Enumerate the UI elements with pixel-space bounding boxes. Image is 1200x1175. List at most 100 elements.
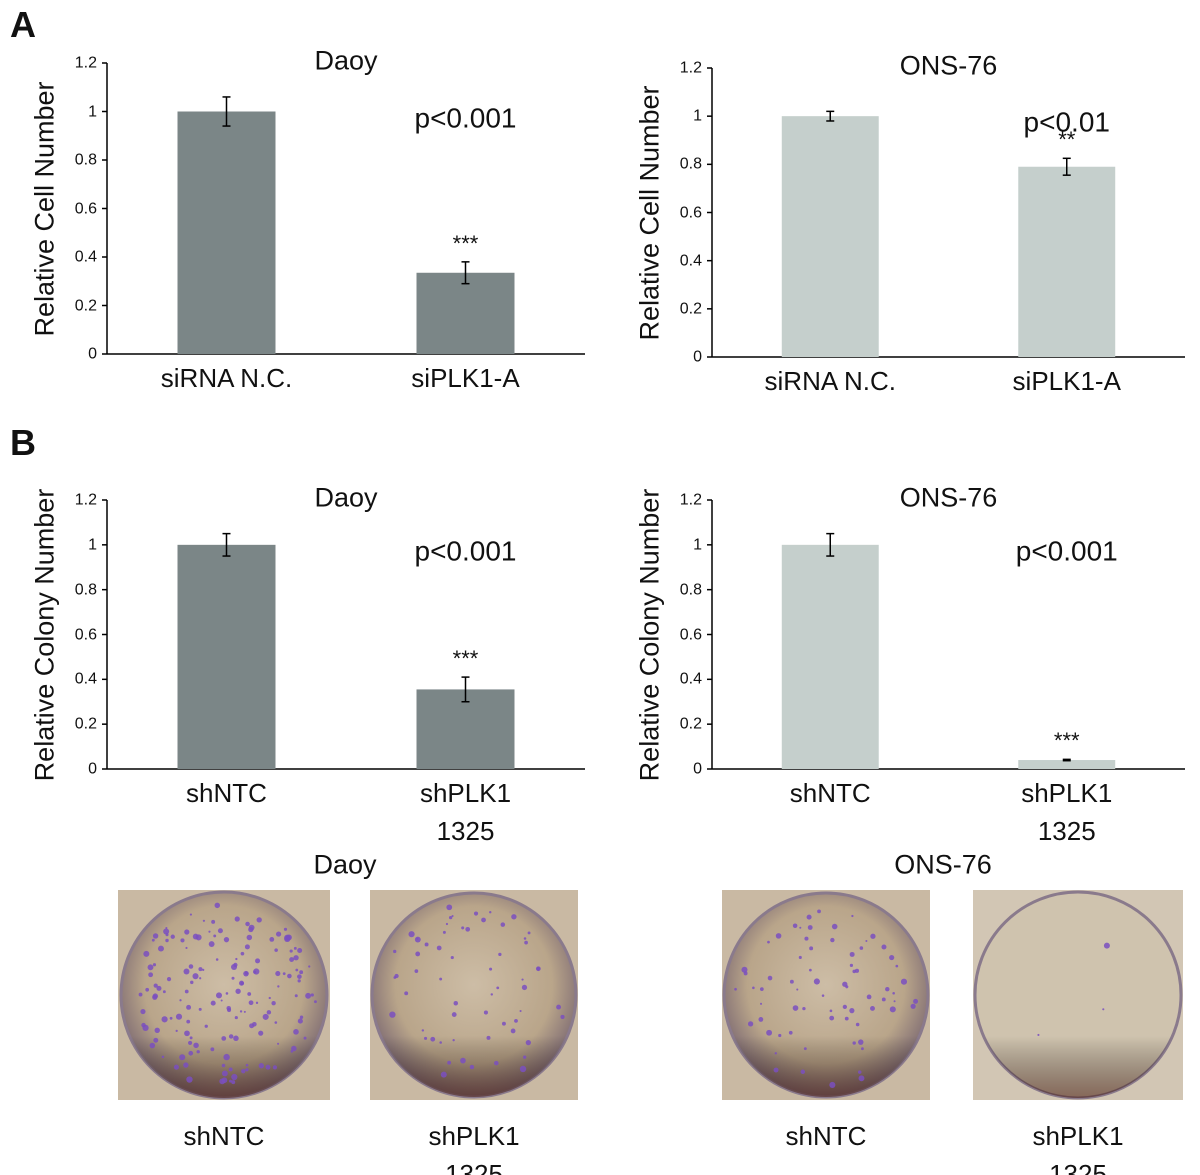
y-tick-label: 0.2 <box>74 715 97 733</box>
y-axis-label: Relative Cell Number <box>29 80 60 337</box>
colony <box>800 1069 806 1075</box>
colony <box>852 1041 856 1045</box>
colony <box>238 980 245 986</box>
colony <box>189 1036 193 1040</box>
colony <box>859 946 864 950</box>
colony <box>213 934 217 938</box>
photo-label: shNTC <box>785 1121 867 1151</box>
colony <box>844 1016 849 1021</box>
colony <box>861 1047 864 1051</box>
colony <box>244 944 250 950</box>
colony <box>525 1039 531 1046</box>
colony <box>501 1021 506 1026</box>
colony <box>221 1063 226 1068</box>
colony <box>166 977 172 982</box>
colony <box>297 1018 303 1024</box>
colony <box>165 933 169 937</box>
colony <box>248 1000 254 1006</box>
colony <box>240 951 245 956</box>
colony <box>255 958 261 964</box>
x-tick-label: siRNA N.C. <box>160 363 293 393</box>
colony <box>152 994 158 1000</box>
colony <box>277 1042 280 1045</box>
colony <box>299 1015 304 1019</box>
colony <box>186 1076 193 1083</box>
y-tick-label: 1.2 <box>74 491 97 509</box>
colony <box>253 970 257 974</box>
panel-letter: A <box>10 3 36 45</box>
colony <box>258 1063 264 1069</box>
colony <box>889 954 895 961</box>
colony <box>231 1073 238 1081</box>
colony <box>294 994 298 998</box>
colony <box>849 1008 855 1014</box>
colony <box>199 977 202 980</box>
colony <box>192 973 199 980</box>
colony <box>138 992 143 997</box>
colony <box>913 998 919 1004</box>
colony <box>910 1003 916 1009</box>
colony <box>498 952 502 957</box>
colony <box>186 1019 191 1024</box>
chart-title: ONS-76 <box>899 482 998 513</box>
colony <box>870 933 876 939</box>
colony <box>153 1037 159 1043</box>
colony <box>866 994 872 1000</box>
colony <box>865 939 868 942</box>
colony <box>215 958 219 961</box>
y-axis-label: Relative Cell Number <box>634 84 665 341</box>
colony <box>523 1055 527 1059</box>
colony <box>439 977 443 981</box>
colony <box>881 944 887 950</box>
colony <box>514 1018 518 1023</box>
colony <box>282 972 286 976</box>
colony <box>188 964 194 969</box>
colony <box>173 1064 179 1070</box>
colony <box>430 1036 436 1042</box>
colony <box>481 917 486 923</box>
colony <box>148 972 154 978</box>
colony <box>767 940 770 944</box>
colony <box>225 992 229 995</box>
colony <box>821 994 825 997</box>
colony <box>447 1060 452 1065</box>
y-tick-label: 0.8 <box>679 155 702 173</box>
annotation: p<0.01 <box>1023 107 1110 139</box>
significance-label: *** <box>452 646 479 672</box>
y-tick-label: 1 <box>693 107 702 125</box>
colony <box>274 1021 278 1024</box>
colony <box>414 969 419 973</box>
x-tick-label: shPLK1 1325 <box>419 778 512 846</box>
colony <box>798 955 802 960</box>
colony <box>289 957 295 962</box>
colony <box>451 915 454 918</box>
colony <box>193 1042 199 1049</box>
colony <box>421 1029 425 1032</box>
x-tick-label: shNTC <box>186 778 267 808</box>
colony <box>778 1033 782 1038</box>
colony <box>752 986 755 990</box>
y-tick-label: 0.4 <box>679 252 702 270</box>
colony <box>446 904 453 911</box>
colony <box>198 1007 202 1011</box>
colony <box>849 963 854 967</box>
colony <box>799 926 802 929</box>
colony <box>442 930 446 934</box>
colony <box>277 985 280 988</box>
colony <box>268 996 271 1000</box>
colony <box>858 1075 865 1082</box>
colony <box>220 999 223 1002</box>
colony <box>445 922 449 926</box>
y-tick-label: 0 <box>88 345 97 363</box>
colony <box>308 965 311 968</box>
bar <box>177 544 276 769</box>
colony <box>244 971 249 975</box>
colony <box>289 949 293 953</box>
colony <box>829 1081 836 1088</box>
colony <box>803 1047 807 1051</box>
significance-label: *** <box>1053 728 1080 754</box>
colony <box>393 949 397 954</box>
colony <box>246 934 253 941</box>
bar <box>781 116 879 358</box>
colony <box>151 938 155 942</box>
